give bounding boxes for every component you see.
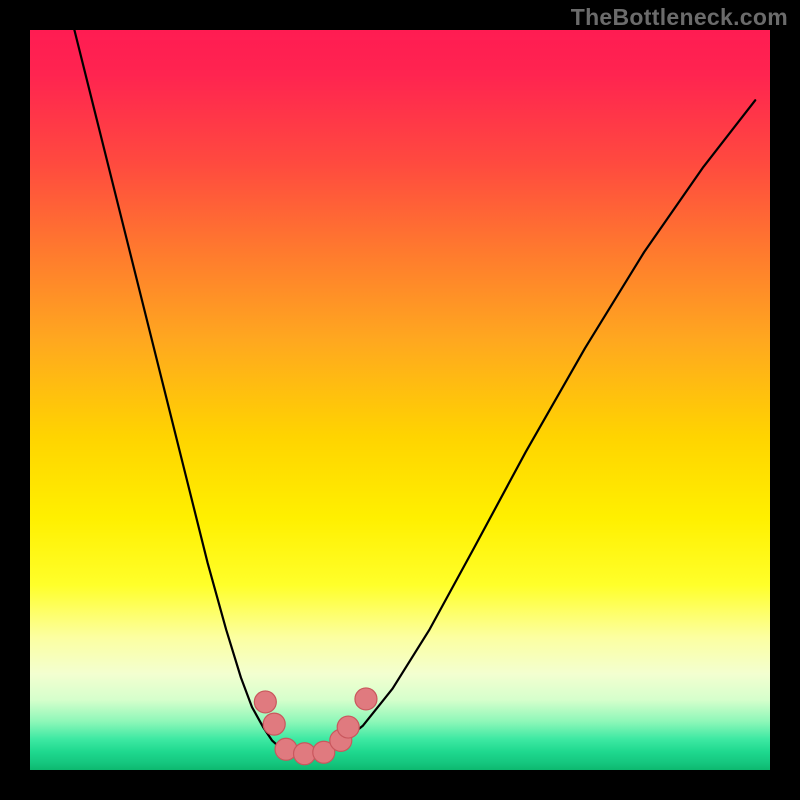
marker-point bbox=[294, 743, 316, 765]
marker-point bbox=[263, 713, 285, 735]
marker-point bbox=[337, 716, 359, 738]
gradient-background bbox=[30, 30, 770, 770]
marker-point bbox=[355, 688, 377, 710]
watermark-text: TheBottleneck.com bbox=[571, 4, 788, 31]
chart-svg bbox=[30, 30, 770, 770]
figure-root: TheBottleneck.com bbox=[0, 0, 800, 800]
marker-point bbox=[254, 691, 276, 713]
